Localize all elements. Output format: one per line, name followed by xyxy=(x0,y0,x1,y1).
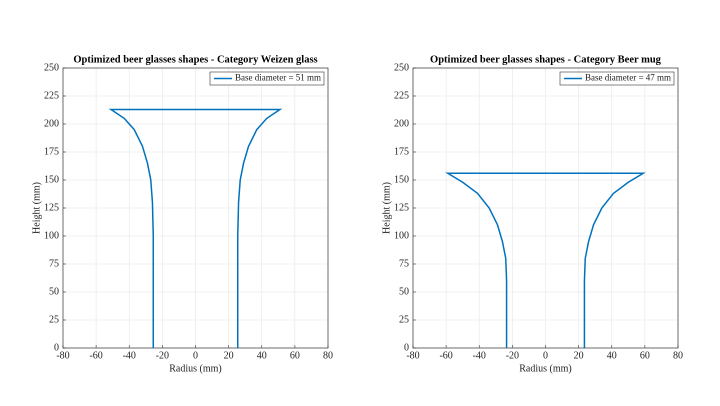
shape-line xyxy=(445,172,646,348)
x-tick-label: -60 xyxy=(89,350,102,361)
x-tick-label: 20 xyxy=(224,350,234,361)
x-tick-label: -20 xyxy=(156,350,169,361)
y-tick-label: 125 xyxy=(394,202,409,213)
x-tick-label: 40 xyxy=(257,350,267,361)
x-tick-label: -80 xyxy=(56,350,69,361)
x-tick-label: -40 xyxy=(123,350,136,361)
y-tick-label: 225 xyxy=(44,90,59,101)
x-tick-label: -80 xyxy=(406,350,419,361)
x-tick-label: 80 xyxy=(323,350,333,361)
x-tick-label: 0 xyxy=(543,350,548,361)
x-tick-label: -20 xyxy=(506,350,519,361)
y-tick-label: 125 xyxy=(44,202,59,213)
y-tick-label: 25 xyxy=(49,314,59,325)
y-axis-label: Height (mm) xyxy=(381,182,392,234)
x-tick-label: 40 xyxy=(607,350,617,361)
y-tick-label: 100 xyxy=(394,230,409,241)
legend-label: Base diameter = 51 mm xyxy=(235,73,321,83)
legend-label: Base diameter = 47 mm xyxy=(585,73,671,83)
chart-title: Optimized beer glasses shapes - Category… xyxy=(73,54,317,65)
y-tick-label: 225 xyxy=(394,90,409,101)
y-tick-label: 175 xyxy=(44,146,59,157)
y-tick-label: 50 xyxy=(49,286,59,297)
x-axis-label: Radius (mm) xyxy=(519,363,572,374)
x-tick-label: 20 xyxy=(574,350,584,361)
y-tick-label: 100 xyxy=(44,230,59,241)
y-tick-label: 175 xyxy=(394,146,409,157)
y-tick-label: 0 xyxy=(404,342,409,353)
y-tick-label: 75 xyxy=(399,258,409,269)
y-tick-label: 75 xyxy=(49,258,59,269)
axes-box xyxy=(62,67,329,349)
x-tick-label: -60 xyxy=(439,350,452,361)
y-tick-label: 25 xyxy=(399,314,409,325)
y-axis-label: Height (mm) xyxy=(31,182,42,234)
y-tick-label: 50 xyxy=(399,286,409,297)
shape-line xyxy=(108,108,283,348)
x-tick-label: 80 xyxy=(673,350,683,361)
y-tick-label: 150 xyxy=(394,174,409,185)
x-tick-label: 0 xyxy=(193,350,198,361)
chart-title: Optimized beer glasses shapes - Category… xyxy=(430,54,662,65)
x-tick-label: 60 xyxy=(640,350,650,361)
y-tick-label: 200 xyxy=(44,118,59,129)
axes-box xyxy=(412,67,679,349)
y-tick-label: 250 xyxy=(44,62,59,73)
x-axis-label: Radius (mm) xyxy=(169,363,222,374)
x-tick-label: 60 xyxy=(290,350,300,361)
y-tick-label: 200 xyxy=(394,118,409,129)
y-tick-label: 150 xyxy=(44,174,59,185)
y-tick-label: 250 xyxy=(394,62,409,73)
legend-box xyxy=(209,71,325,86)
legend-box xyxy=(559,71,675,86)
y-tick-label: 0 xyxy=(54,342,59,353)
x-tick-label: -40 xyxy=(473,350,486,361)
